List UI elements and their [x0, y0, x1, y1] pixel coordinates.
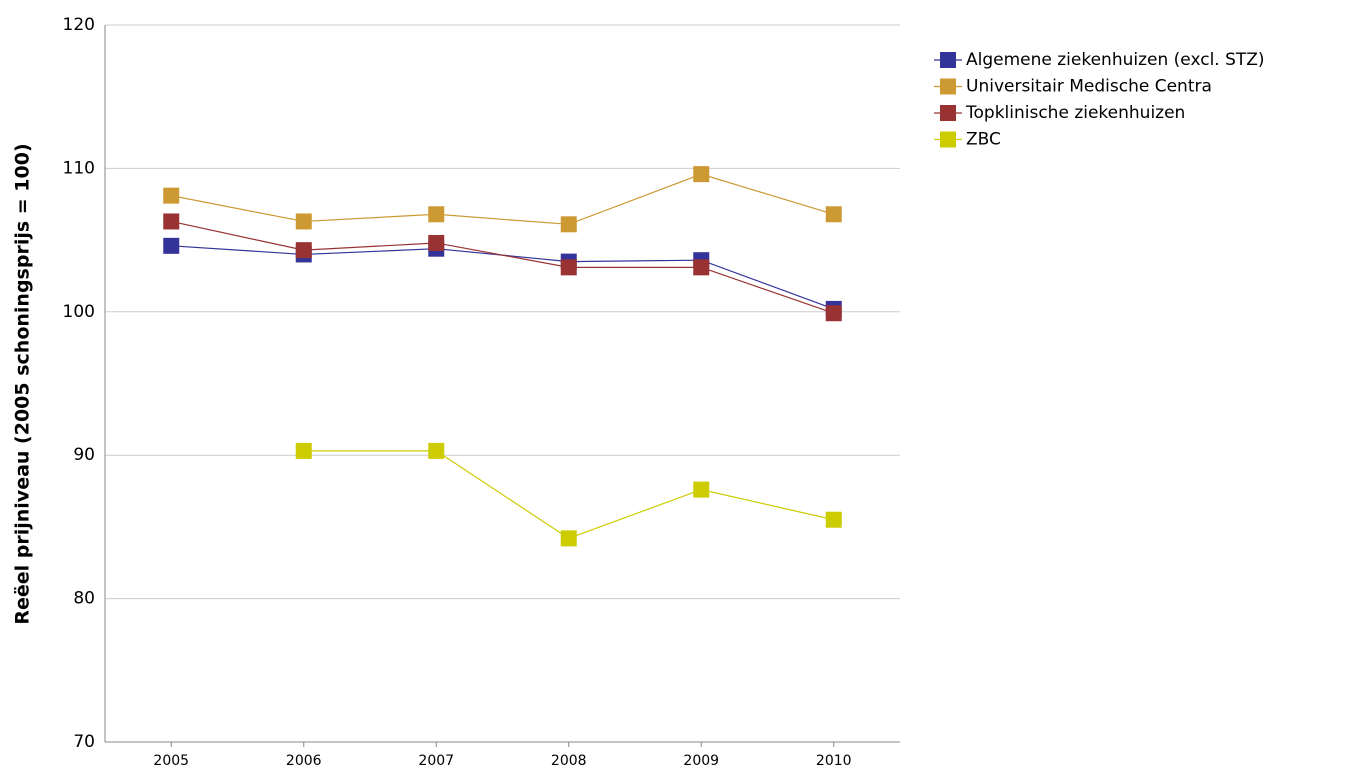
- legend-marker: [940, 52, 956, 68]
- data-point: [163, 213, 180, 230]
- data-point: [295, 213, 312, 230]
- legend-label: Universitair Medische Centra: [966, 77, 1212, 97]
- data-point: [825, 511, 842, 528]
- y-tick-label: 100: [63, 302, 95, 322]
- series-line: [171, 173, 834, 225]
- data-point: [163, 237, 180, 254]
- data-point: [428, 234, 445, 251]
- y-tick-label: 80: [73, 589, 95, 609]
- legend-marker: [940, 78, 956, 95]
- data-point: [560, 530, 577, 547]
- data-point: [693, 481, 710, 498]
- data-point: [560, 216, 577, 233]
- data-point: [560, 259, 577, 276]
- x-tick-label: 2008: [551, 753, 587, 766]
- data-point: [428, 206, 445, 223]
- legend-label: Algemene ziekenhuizen (excl. STZ): [966, 50, 1265, 70]
- data-point: [825, 305, 842, 322]
- x-tick-label: 2009: [683, 753, 719, 766]
- legend-marker: [940, 105, 956, 121]
- data-point: [825, 206, 842, 223]
- y-tick-label: 90: [73, 445, 95, 465]
- y-tick-label: 70: [73, 732, 95, 752]
- legend-label: Topklinische ziekenhuizen: [965, 103, 1185, 123]
- data-point: [693, 166, 710, 183]
- y-axis-title: Reëel prijniveau (2005 schoningsprijs = …: [12, 143, 34, 624]
- x-tick-label: 2005: [153, 753, 189, 766]
- data-point: [295, 442, 312, 459]
- data-point: [693, 259, 710, 276]
- y-tick-label: 120: [63, 15, 95, 35]
- y-tick-label: 110: [63, 158, 95, 178]
- x-tick-label: 2007: [418, 753, 454, 766]
- data-point: [428, 442, 445, 459]
- series-line: [171, 220, 834, 314]
- x-tick-label: 2006: [286, 753, 322, 766]
- x-tick-label: 2010: [816, 753, 852, 766]
- legend-label: ZBC: [966, 130, 1001, 150]
- series-line: [303, 450, 834, 540]
- legend-marker: [940, 131, 956, 148]
- data-point: [163, 187, 180, 204]
- data-point: [295, 242, 312, 259]
